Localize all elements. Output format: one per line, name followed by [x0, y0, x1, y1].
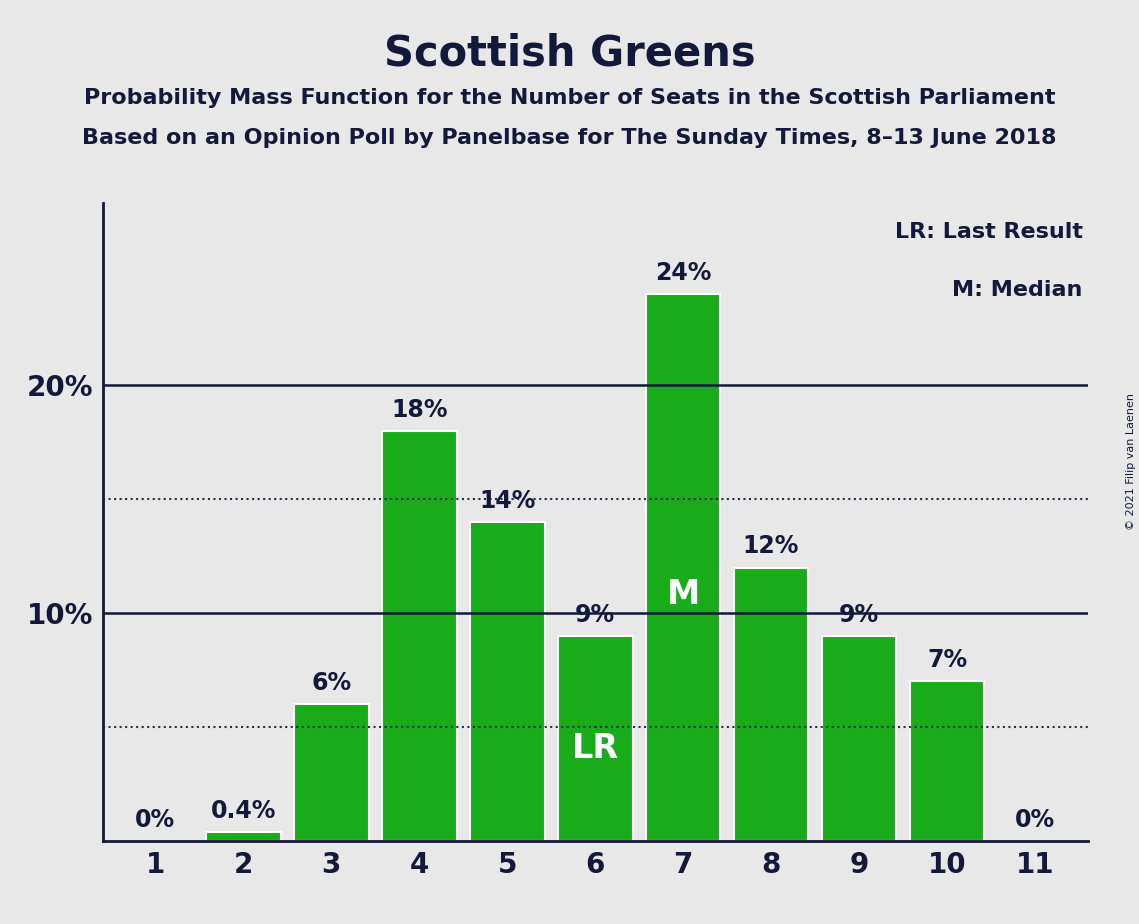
Text: Probability Mass Function for the Number of Seats in the Scottish Parliament: Probability Mass Function for the Number…	[84, 88, 1055, 108]
Bar	[821, 636, 896, 841]
Text: LR: Last Result: LR: Last Result	[895, 223, 1083, 242]
Text: 0.4%: 0.4%	[211, 798, 276, 822]
Text: 14%: 14%	[480, 489, 535, 513]
Text: Based on an Opinion Poll by Panelbase for The Sunday Times, 8–13 June 2018: Based on an Opinion Poll by Panelbase fo…	[82, 128, 1057, 148]
Text: M: Median: M: Median	[952, 280, 1083, 299]
Text: LR: LR	[572, 732, 618, 765]
Bar	[910, 682, 984, 841]
Text: 24%: 24%	[655, 261, 711, 286]
Text: 6%: 6%	[311, 671, 351, 695]
Text: 0%: 0%	[136, 808, 175, 832]
Text: © 2021 Filip van Laenen: © 2021 Filip van Laenen	[1126, 394, 1136, 530]
Text: 0%: 0%	[1015, 808, 1055, 832]
Bar	[294, 704, 369, 841]
Text: M: M	[666, 578, 699, 612]
Text: 9%: 9%	[575, 602, 615, 626]
Bar	[382, 431, 457, 841]
Text: 7%: 7%	[927, 649, 967, 673]
Bar	[469, 522, 544, 841]
Text: 9%: 9%	[839, 602, 879, 626]
Text: 12%: 12%	[743, 534, 800, 558]
Bar	[558, 636, 632, 841]
Bar	[734, 567, 809, 841]
Text: Scottish Greens: Scottish Greens	[384, 32, 755, 74]
Bar	[646, 295, 721, 841]
Bar	[206, 832, 280, 841]
Text: 18%: 18%	[391, 398, 448, 422]
